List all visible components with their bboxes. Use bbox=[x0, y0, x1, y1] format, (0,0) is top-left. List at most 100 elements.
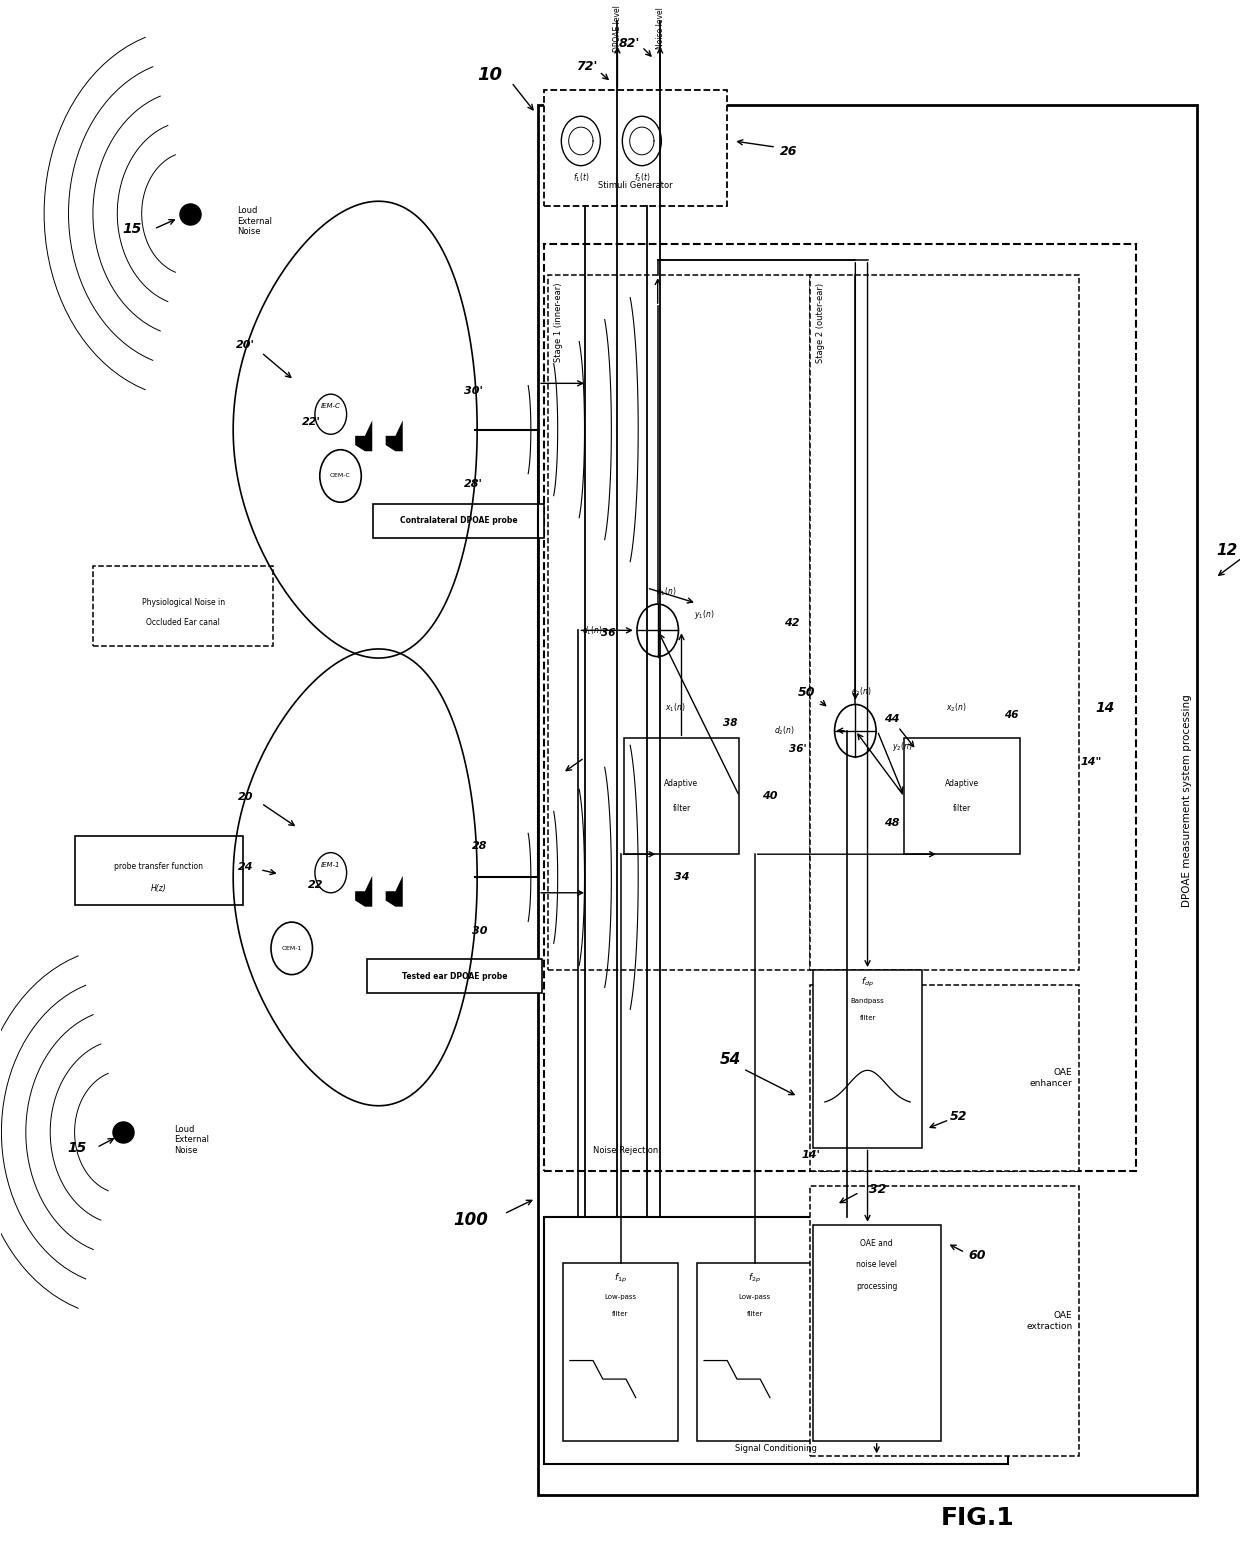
Text: 36': 36' bbox=[789, 745, 806, 754]
Text: filter: filter bbox=[859, 1014, 875, 1020]
Text: $f_1(t)$: $f_1(t)$ bbox=[573, 171, 589, 184]
Text: 34: 34 bbox=[673, 872, 689, 882]
Text: Stage 2 (outer-ear): Stage 2 (outer-ear) bbox=[816, 284, 826, 363]
Text: Signal Conditioning: Signal Conditioning bbox=[735, 1444, 817, 1454]
Text: IEM-1: IEM-1 bbox=[321, 862, 341, 868]
Text: noise level: noise level bbox=[856, 1260, 898, 1270]
Text: 50: 50 bbox=[797, 686, 815, 698]
Bar bbox=[810, 1186, 1079, 1457]
Text: 82': 82' bbox=[619, 37, 640, 50]
Text: 26: 26 bbox=[780, 145, 797, 159]
Text: $d_2(n)$: $d_2(n)$ bbox=[774, 724, 795, 737]
Text: 12: 12 bbox=[1216, 542, 1238, 558]
Bar bbox=[538, 106, 1197, 1494]
Bar bbox=[74, 835, 243, 905]
Text: OAE and: OAE and bbox=[861, 1239, 893, 1248]
Text: 20': 20' bbox=[236, 340, 254, 349]
Text: IEM-C: IEM-C bbox=[321, 404, 341, 410]
Text: 44: 44 bbox=[884, 714, 900, 724]
Text: filter: filter bbox=[746, 1312, 763, 1317]
Text: $x_1(n)$: $x_1(n)$ bbox=[665, 701, 686, 714]
Text: 42: 42 bbox=[784, 617, 800, 628]
Polygon shape bbox=[386, 421, 403, 452]
Text: 28: 28 bbox=[472, 841, 487, 852]
Text: $y_1(n)$: $y_1(n)$ bbox=[694, 609, 714, 622]
Text: Bandpass: Bandpass bbox=[851, 997, 884, 1003]
Text: 15: 15 bbox=[67, 1140, 87, 1154]
Text: 22': 22' bbox=[301, 418, 321, 427]
Text: 10: 10 bbox=[477, 65, 502, 84]
Bar bbox=[544, 1217, 1008, 1465]
Text: OAE
enhancer: OAE enhancer bbox=[1029, 1069, 1073, 1087]
Text: OEM-C: OEM-C bbox=[330, 474, 351, 478]
Bar bbox=[810, 276, 1079, 971]
Text: filter: filter bbox=[613, 1312, 629, 1317]
Text: 14': 14' bbox=[801, 1150, 820, 1161]
Text: filter: filter bbox=[672, 804, 691, 813]
Text: Occluded Ear canal: Occluded Ear canal bbox=[146, 619, 219, 628]
Text: $f_{1p}$: $f_{1p}$ bbox=[614, 1273, 627, 1285]
Text: Loud
External
Noise: Loud External Noise bbox=[237, 206, 272, 237]
Text: Low-pass: Low-pass bbox=[739, 1295, 771, 1301]
Text: Noise level: Noise level bbox=[656, 8, 665, 50]
Text: 32: 32 bbox=[869, 1183, 887, 1195]
Text: processing: processing bbox=[856, 1282, 898, 1292]
Text: Stage 1 (inner-ear): Stage 1 (inner-ear) bbox=[554, 284, 563, 363]
Text: Low-pass: Low-pass bbox=[604, 1295, 636, 1301]
Text: filter: filter bbox=[954, 804, 971, 813]
Text: Tested ear DPOAE probe: Tested ear DPOAE probe bbox=[403, 972, 508, 980]
Text: $d_1(n)$: $d_1(n)$ bbox=[582, 625, 603, 637]
Text: 15: 15 bbox=[123, 221, 141, 235]
Text: 48: 48 bbox=[884, 818, 900, 829]
Text: FIG.1: FIG.1 bbox=[940, 1507, 1014, 1530]
Text: 60: 60 bbox=[968, 1250, 986, 1262]
Text: 52: 52 bbox=[950, 1111, 967, 1123]
Text: H(z): H(z) bbox=[151, 883, 166, 893]
Text: probe transfer function: probe transfer function bbox=[114, 862, 203, 871]
Bar bbox=[544, 90, 727, 206]
Text: $x_2(n)$: $x_2(n)$ bbox=[946, 701, 966, 714]
Text: $f_{2p}$: $f_{2p}$ bbox=[748, 1273, 761, 1285]
Text: 30': 30' bbox=[464, 386, 482, 396]
Text: $f_{dp}$: $f_{dp}$ bbox=[861, 975, 874, 989]
Text: 40: 40 bbox=[763, 791, 777, 801]
Bar bbox=[367, 960, 542, 992]
Bar bbox=[904, 738, 1021, 854]
Text: Loud
External
Noise: Loud External Noise bbox=[175, 1125, 210, 1154]
Bar bbox=[624, 738, 739, 854]
Text: 100: 100 bbox=[454, 1211, 489, 1229]
Text: $f_2(t)$: $f_2(t)$ bbox=[634, 171, 650, 184]
Polygon shape bbox=[355, 876, 372, 907]
Bar bbox=[697, 1264, 812, 1441]
Bar bbox=[544, 245, 1136, 1170]
Text: Adaptive: Adaptive bbox=[945, 779, 980, 788]
Text: 14: 14 bbox=[1096, 701, 1115, 715]
Bar bbox=[548, 276, 810, 971]
Text: 22: 22 bbox=[309, 880, 324, 890]
Bar bbox=[563, 1264, 678, 1441]
Point bbox=[114, 1120, 134, 1145]
Bar bbox=[810, 985, 1079, 1170]
Text: DPOAE level: DPOAE level bbox=[613, 5, 622, 51]
Bar bbox=[812, 1225, 941, 1441]
Text: 14": 14" bbox=[1080, 757, 1101, 767]
Text: OEM-1: OEM-1 bbox=[281, 946, 301, 950]
Text: 46: 46 bbox=[1003, 710, 1018, 720]
Text: 54: 54 bbox=[720, 1052, 742, 1067]
Bar bbox=[93, 566, 274, 645]
Text: 38: 38 bbox=[723, 718, 738, 728]
Text: 28': 28' bbox=[464, 478, 482, 489]
Text: Physiological Noise in: Physiological Noise in bbox=[141, 598, 224, 608]
Text: 30: 30 bbox=[472, 927, 487, 936]
Text: Noise Rejection: Noise Rejection bbox=[593, 1147, 658, 1154]
Text: 20: 20 bbox=[238, 791, 253, 802]
Bar bbox=[373, 503, 544, 538]
Text: 72': 72' bbox=[577, 61, 598, 73]
Bar bbox=[812, 971, 923, 1148]
Text: 24: 24 bbox=[238, 862, 253, 871]
Text: DPOAE measurement system processing: DPOAE measurement system processing bbox=[1182, 693, 1192, 907]
Point bbox=[181, 201, 201, 226]
Polygon shape bbox=[386, 876, 403, 907]
Polygon shape bbox=[355, 421, 372, 452]
Text: $y_2(n)$: $y_2(n)$ bbox=[892, 740, 913, 753]
